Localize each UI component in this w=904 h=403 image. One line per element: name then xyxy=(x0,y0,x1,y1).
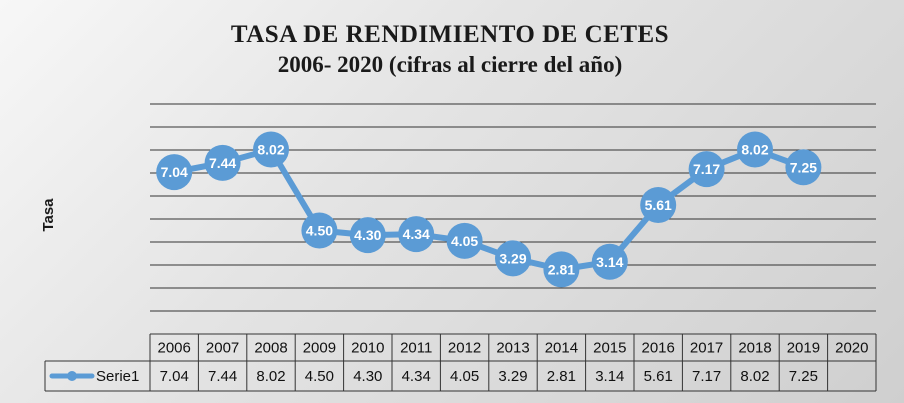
data-point xyxy=(156,154,193,191)
data-point xyxy=(253,131,289,168)
x-tick-label: 2018 xyxy=(738,340,771,357)
series-points: 7.04 7.44 8.02 4.50 4.30 4.34 4.05 3.29 2.81 3.14… xyxy=(156,131,822,288)
table-value: 4.30 xyxy=(353,368,382,385)
data-label: 8.02 xyxy=(257,142,284,158)
data-table: 2006 7.04 2007 7.44 2008 8.02 2009 4.50 2010 4.30… xyxy=(44,333,877,392)
data-label: 4.05 xyxy=(451,233,478,249)
table-value: 4.05 xyxy=(450,368,479,385)
x-tick-label: 2007 xyxy=(206,340,239,357)
data-point xyxy=(543,251,580,288)
data-label: 7.25 xyxy=(790,159,817,175)
data-label: 4.50 xyxy=(306,223,333,239)
data-point xyxy=(737,131,773,168)
legend-marker xyxy=(67,371,77,381)
data-label: 8.02 xyxy=(741,142,768,158)
x-tick-label: 2008 xyxy=(254,340,287,357)
data-label: 5.61 xyxy=(645,197,672,213)
data-label: 4.30 xyxy=(354,227,381,243)
x-tick-label: 2014 xyxy=(545,340,578,357)
data-label: 2.81 xyxy=(548,261,575,277)
table-value: 2.81 xyxy=(547,368,576,385)
data-point xyxy=(204,144,241,181)
x-tick-label: 2016 xyxy=(642,340,675,357)
data-point xyxy=(495,240,531,277)
table-value: 3.29 xyxy=(498,368,527,385)
gridlines xyxy=(150,103,876,312)
x-tick-label: 2009 xyxy=(303,340,336,357)
x-tick-label: 2012 xyxy=(448,340,481,357)
table-value: 4.34 xyxy=(402,368,431,385)
chart-title-line: TASA DE RENDIMIENTO DE CETES xyxy=(230,21,670,48)
data-point xyxy=(446,222,483,259)
x-tick-label: 2017 xyxy=(690,340,723,357)
x-tick-label: 2010 xyxy=(351,340,384,357)
data-point xyxy=(349,217,386,254)
table-value: 7.25 xyxy=(789,368,818,385)
x-tick-label: 2015 xyxy=(593,340,626,357)
data-label: 3.14 xyxy=(596,254,623,270)
table-value: 7.44 xyxy=(208,368,237,385)
table-value: 7.17 xyxy=(692,368,721,385)
data-label: 4.34 xyxy=(403,226,430,242)
legend-label: Serie1 xyxy=(96,368,139,385)
table-value: 4.50 xyxy=(305,368,334,385)
data-point xyxy=(301,212,338,249)
chart-subtitle: 2006- 2020 (cifras al cierre del año) xyxy=(277,52,623,77)
x-tick-label: 2020 xyxy=(835,340,868,357)
chart-title: TASA DE RENDIMIENTO DE CETES 2006- 2020 … xyxy=(100,20,800,80)
data-point xyxy=(785,149,822,186)
table-value: 5.61 xyxy=(644,368,673,385)
table-value: 8.02 xyxy=(256,368,285,385)
data-label: 7.17 xyxy=(693,161,720,177)
data-label: 3.29 xyxy=(499,250,526,266)
table-value: 7.04 xyxy=(160,368,189,385)
data-label: 7.04 xyxy=(161,164,188,180)
x-tick-label: 2006 xyxy=(158,340,191,357)
x-tick-label: 2013 xyxy=(496,340,529,357)
data-point xyxy=(688,151,725,188)
table-value: 8.02 xyxy=(740,368,769,385)
data-point xyxy=(640,186,677,223)
table-value: 3.14 xyxy=(595,368,624,385)
data-point xyxy=(398,216,435,253)
data-label: 7.44 xyxy=(209,155,236,171)
data-point xyxy=(591,243,628,280)
x-tick-label: 2019 xyxy=(787,340,820,357)
x-tick-label: 2011 xyxy=(400,340,432,357)
